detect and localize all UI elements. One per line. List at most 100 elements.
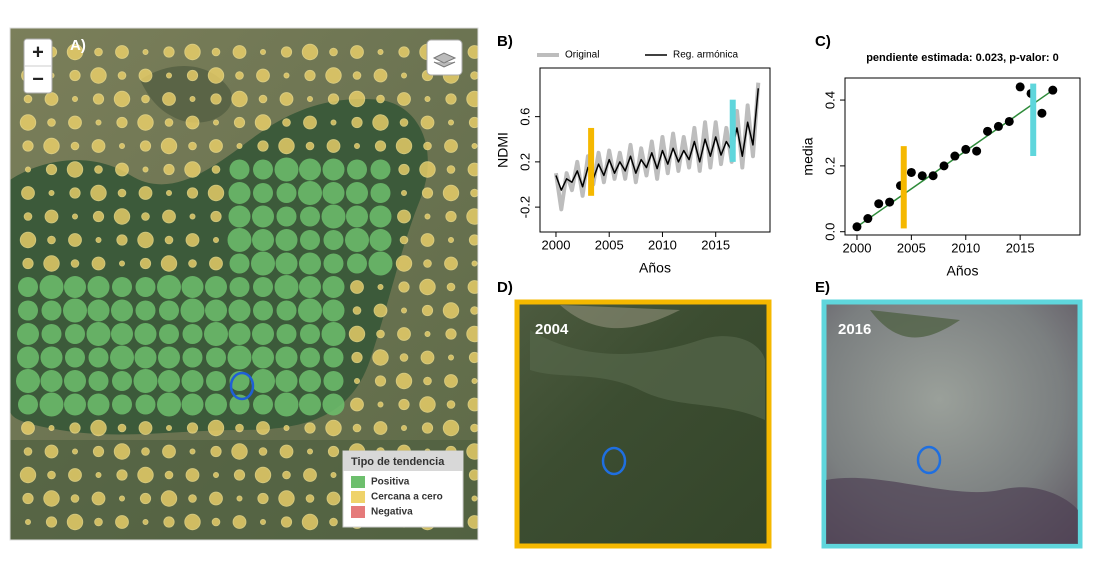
trend-dot xyxy=(300,324,320,344)
trend-dot xyxy=(139,140,152,152)
trend-dot xyxy=(397,327,411,341)
trend-dot xyxy=(260,519,266,525)
trend-dot xyxy=(88,347,109,368)
trend-dot xyxy=(19,466,37,484)
trend-dot xyxy=(189,448,196,455)
trend-dot xyxy=(254,466,272,484)
trend-dot xyxy=(330,472,337,478)
trend-dot xyxy=(470,188,478,198)
trend-dot xyxy=(352,306,362,315)
trend-dot xyxy=(299,252,321,275)
trend-dot xyxy=(444,374,458,388)
photo-texture xyxy=(560,305,680,329)
trend-dot xyxy=(166,190,172,196)
trend-dot xyxy=(209,139,223,153)
trend-dot xyxy=(209,491,223,506)
trend-dot xyxy=(163,163,175,176)
x-tick-label: 2000 xyxy=(843,240,872,255)
trend-dot xyxy=(401,307,407,314)
trend-dot xyxy=(213,472,219,478)
trend-dot xyxy=(22,492,34,505)
trend-dot xyxy=(112,277,132,297)
legend-label: Reg. armónica xyxy=(673,50,738,61)
trend-dot xyxy=(184,43,201,61)
trend-dot xyxy=(326,491,341,506)
trend-dots xyxy=(16,43,478,531)
trend-dot xyxy=(329,517,338,527)
trend-dot xyxy=(19,114,37,131)
trend-dot xyxy=(205,276,227,298)
legend-swatch xyxy=(351,491,365,503)
trend-dot xyxy=(253,183,273,203)
trend-dot xyxy=(444,139,458,153)
trend-dot xyxy=(398,281,410,293)
trend-dot xyxy=(186,422,199,434)
trend-dot xyxy=(119,260,125,267)
trend-dot xyxy=(299,276,321,298)
trend-dot xyxy=(19,231,37,249)
zoom-in[interactable]: + xyxy=(32,41,44,63)
trend-dot xyxy=(94,517,103,527)
panel-label: D) xyxy=(497,279,513,296)
trend-dot xyxy=(138,68,153,83)
legend-swatch xyxy=(351,506,365,518)
trend-dot xyxy=(398,46,410,58)
photo-texture xyxy=(530,330,765,420)
trend-dot xyxy=(300,206,320,227)
trend-dot xyxy=(160,490,178,507)
trend-dot xyxy=(72,213,78,220)
trend-dot xyxy=(92,93,105,105)
trend-dot xyxy=(90,67,107,84)
trend-dot xyxy=(322,393,345,416)
trend-dot xyxy=(92,210,105,223)
x-tick-label: 2010 xyxy=(648,237,677,252)
trend-dot xyxy=(211,165,221,174)
trend-dot xyxy=(68,233,82,247)
map[interactable] xyxy=(10,28,482,540)
trend-dot xyxy=(229,277,250,297)
legend-label: Cercana a cero xyxy=(371,492,443,503)
trend-dot xyxy=(23,212,33,221)
trend-dot xyxy=(304,69,316,82)
trend-dot xyxy=(354,143,360,149)
trend-dot xyxy=(139,492,152,505)
trend-dot xyxy=(373,68,388,83)
trend-dot xyxy=(303,115,317,130)
trend-dot xyxy=(252,205,274,228)
zoom-out[interactable]: − xyxy=(32,68,44,90)
trend-dot xyxy=(252,323,274,345)
trend-dot xyxy=(352,71,362,80)
trend-dot xyxy=(40,346,63,369)
trend-dot xyxy=(468,469,478,481)
trend-dot xyxy=(113,208,131,225)
trend-dot xyxy=(137,231,154,249)
layers-button[interactable] xyxy=(426,39,463,76)
trend-dot xyxy=(370,159,391,180)
trend-dot xyxy=(252,229,274,251)
trend-dot xyxy=(142,519,149,525)
trend-dot xyxy=(180,298,205,323)
trend-dot xyxy=(401,425,407,431)
y-tick-label: 0.2 xyxy=(517,153,532,171)
photo-year: 2004 xyxy=(535,321,569,338)
trend-dot xyxy=(322,158,345,181)
trend-dot xyxy=(227,228,252,252)
trend-dot xyxy=(189,213,196,220)
trend-dot xyxy=(398,163,410,176)
trend-dot xyxy=(445,210,457,223)
trend-dot xyxy=(448,119,454,126)
point xyxy=(983,126,993,136)
trend-dot xyxy=(442,419,460,437)
trend-dot xyxy=(39,275,64,299)
trend-dot xyxy=(279,92,294,106)
trend-dot xyxy=(235,71,244,80)
trend-dot xyxy=(424,213,431,220)
trend-dot xyxy=(229,159,250,180)
y-tick-label: 0.2 xyxy=(822,157,837,175)
trend-dot xyxy=(17,323,39,345)
x-axis-label: Años xyxy=(947,263,979,279)
trend-dot xyxy=(467,515,478,529)
trend-dot xyxy=(330,119,337,126)
